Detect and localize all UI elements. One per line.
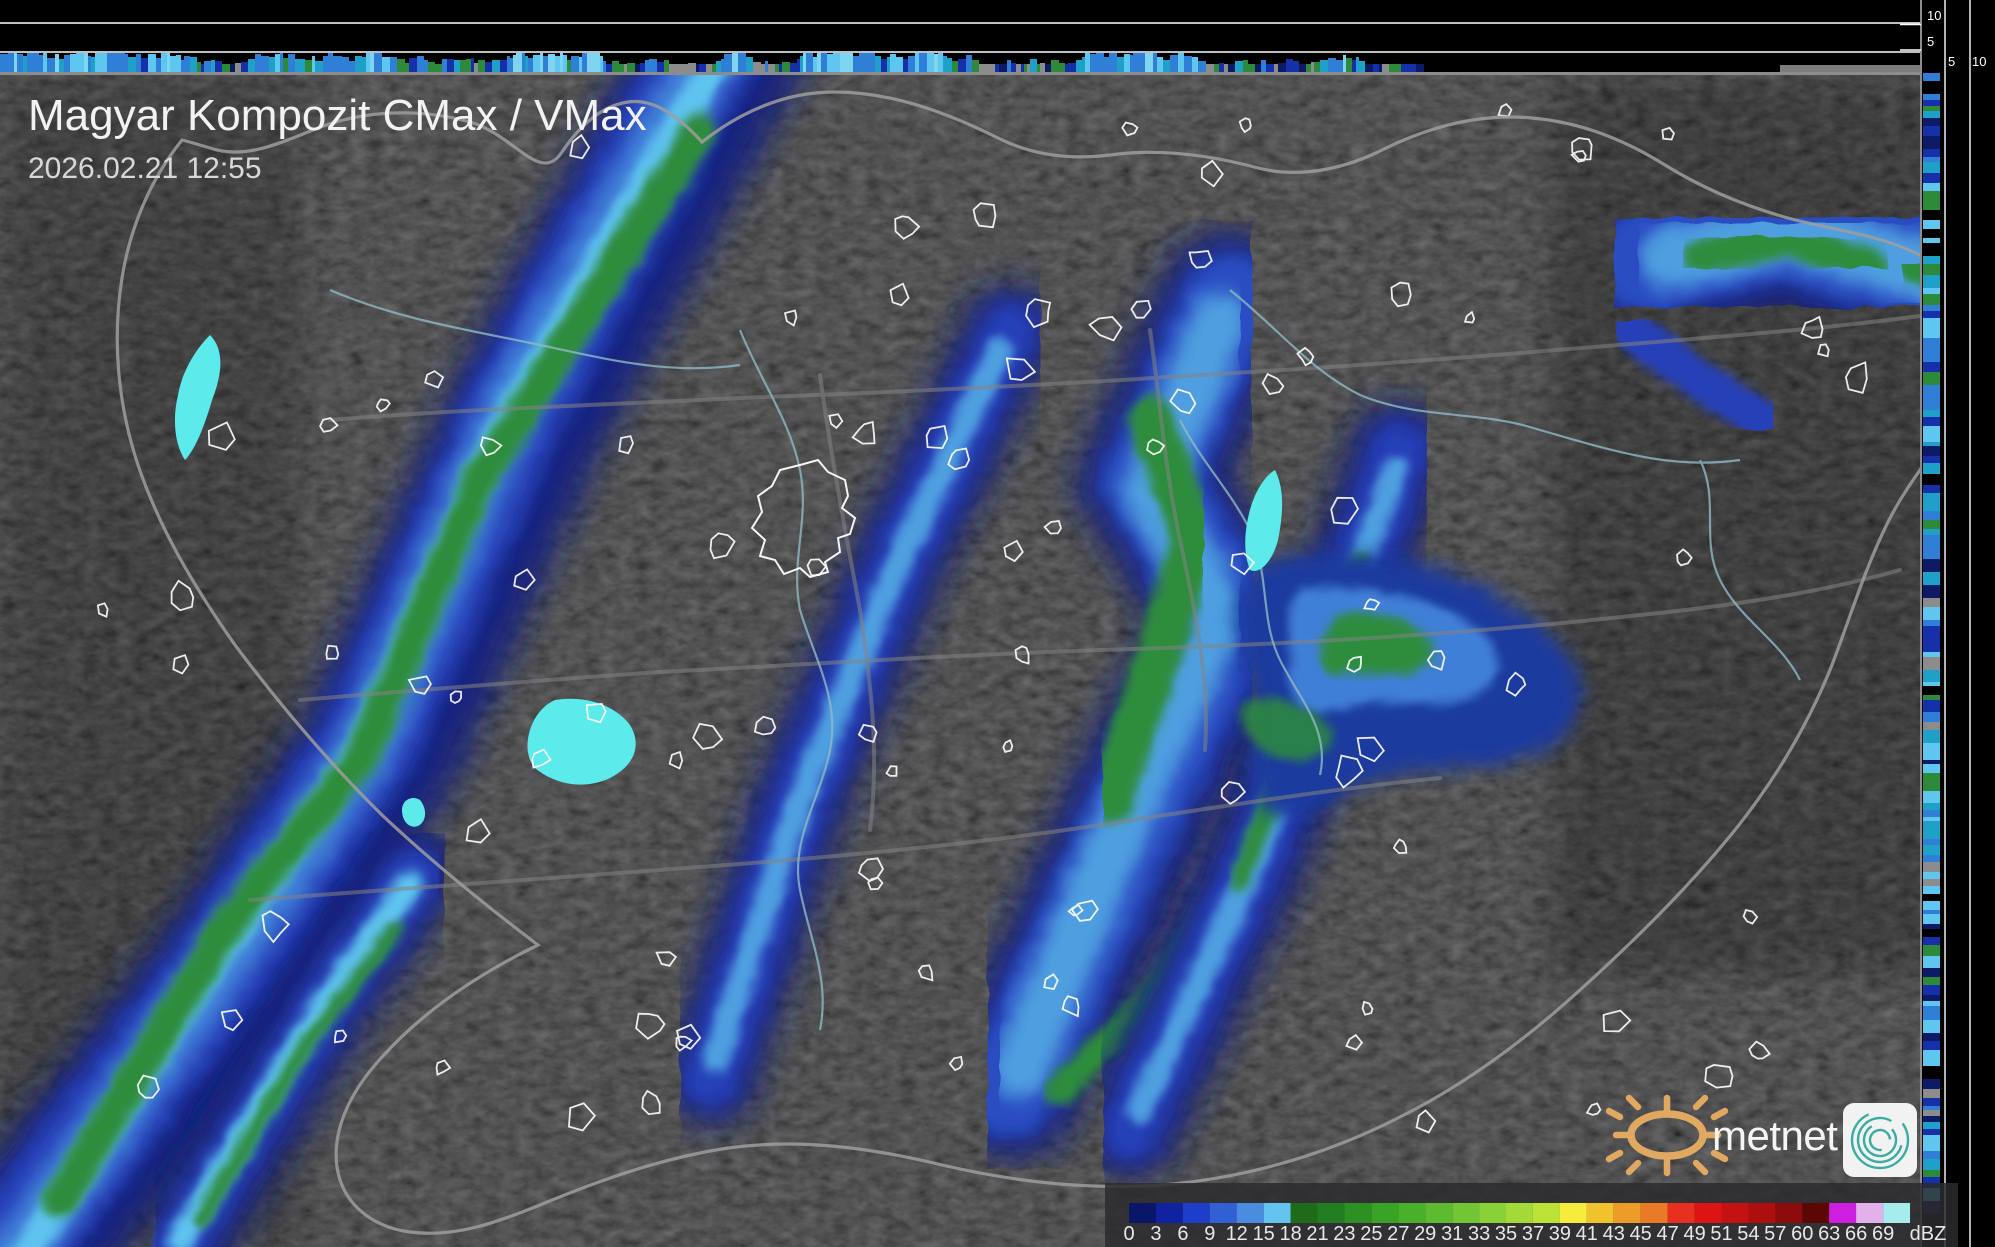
svg-text:5: 5	[1948, 54, 1955, 69]
svg-text:43: 43	[1603, 1223, 1625, 1245]
svg-text:2026.02.21 12:55: 2026.02.21 12:55	[28, 152, 262, 185]
svg-text:33: 33	[1468, 1223, 1490, 1245]
svg-text:10: 10	[1927, 8, 1941, 23]
svg-text:6: 6	[1177, 1223, 1188, 1245]
svg-text:18: 18	[1279, 1223, 1301, 1245]
svg-text:47: 47	[1656, 1223, 1678, 1245]
svg-text:45: 45	[1630, 1223, 1652, 1245]
svg-text:31: 31	[1441, 1223, 1463, 1245]
svg-text:49: 49	[1683, 1223, 1705, 1245]
svg-text:dBZ: dBZ	[1910, 1223, 1947, 1245]
svg-text:23: 23	[1333, 1223, 1355, 1245]
svg-text:0: 0	[1123, 1223, 1134, 1245]
svg-text:37: 37	[1522, 1223, 1544, 1245]
svg-text:27: 27	[1387, 1223, 1409, 1245]
svg-text:51: 51	[1710, 1223, 1732, 1245]
svg-text:57: 57	[1764, 1223, 1786, 1245]
svg-text:35: 35	[1495, 1223, 1517, 1245]
svg-text:9: 9	[1204, 1223, 1215, 1245]
svg-text:60: 60	[1791, 1223, 1813, 1245]
svg-text:41: 41	[1576, 1223, 1598, 1245]
svg-text:metnet: metnet	[1712, 1112, 1838, 1159]
svg-text:Magyar Kompozit CMax / VMax: Magyar Kompozit CMax / VMax	[28, 91, 647, 140]
svg-text:3: 3	[1150, 1223, 1161, 1245]
svg-text:5: 5	[1927, 34, 1934, 49]
svg-text:10: 10	[1972, 54, 1986, 69]
svg-text:25: 25	[1360, 1223, 1382, 1245]
svg-text:15: 15	[1253, 1223, 1275, 1245]
svg-text:29: 29	[1414, 1223, 1436, 1245]
svg-text:66: 66	[1845, 1223, 1867, 1245]
svg-text:63: 63	[1818, 1223, 1840, 1245]
svg-text:21: 21	[1306, 1223, 1328, 1245]
svg-text:54: 54	[1737, 1223, 1759, 1245]
svg-text:69: 69	[1872, 1223, 1894, 1245]
svg-text:12: 12	[1226, 1223, 1248, 1245]
svg-text:39: 39	[1549, 1223, 1571, 1245]
